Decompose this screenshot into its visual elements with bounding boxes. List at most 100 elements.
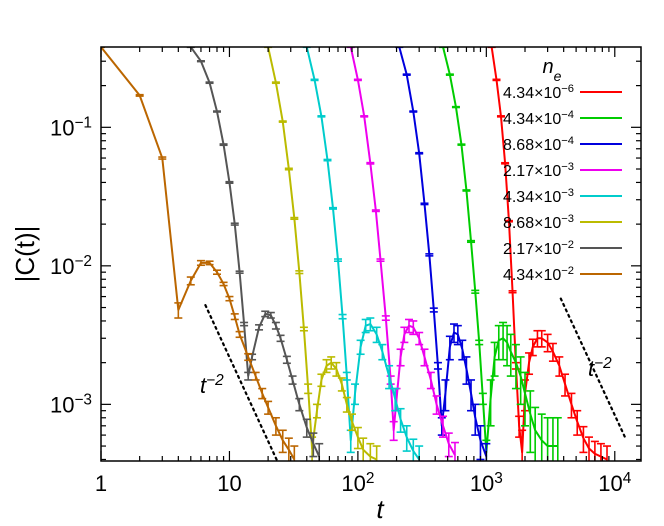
- data-point: [526, 390, 535, 454]
- data-point: [471, 289, 480, 294]
- series-line: [101, 47, 296, 460]
- legend-label: 4.34×10−3: [503, 187, 574, 206]
- data-point: [356, 339, 365, 356]
- legend-label: 4.34×10−6: [503, 83, 574, 102]
- series-0: [487, 47, 612, 461]
- data-point: [501, 161, 510, 165]
- series-2: [395, 47, 491, 461]
- legend-label-exp: −3: [561, 161, 574, 173]
- data-point: [420, 348, 429, 367]
- annotation-t-minus-2-base: t: [200, 373, 207, 398]
- data-point: [445, 335, 454, 361]
- legend: ne4.34×10−64.34×10−48.68×10−42.17×10−34.…: [503, 56, 622, 284]
- data-point: [492, 78, 501, 82]
- series-1: [439, 47, 562, 461]
- data-point: [409, 438, 418, 461]
- data-point: [212, 110, 221, 113]
- legend-label-base: 2.17×10: [503, 163, 561, 180]
- x-tick-label-exp: 2: [366, 470, 375, 487]
- legend-title-base: n: [543, 56, 554, 78]
- data-point: [290, 445, 299, 461]
- data-point: [596, 442, 605, 461]
- data-point: [282, 355, 291, 365]
- data-point: [376, 258, 385, 263]
- data-point: [590, 440, 599, 461]
- data-point: [317, 115, 326, 118]
- legend-label-base: 2.17×10: [503, 241, 561, 258]
- data-point: [309, 432, 318, 458]
- data-point: [266, 311, 275, 319]
- data-point: [261, 310, 270, 318]
- data-point: [400, 326, 409, 344]
- data-point: [255, 324, 264, 331]
- legend-label: 4.34×10−4: [503, 109, 574, 128]
- data-point: [420, 202, 429, 206]
- data-point: [135, 93, 144, 97]
- data-point: [490, 341, 499, 377]
- data-point: [219, 281, 228, 287]
- data-point: [457, 143, 466, 146]
- data-point: [451, 105, 460, 109]
- data-point: [342, 396, 351, 413]
- data-point: [353, 78, 362, 82]
- annotation-t-minus-2-exp: −2: [594, 355, 612, 372]
- data-point: [462, 189, 471, 192]
- data-point: [391, 387, 400, 412]
- series-3: [346, 47, 459, 461]
- data-point: [553, 416, 562, 461]
- data-point: [444, 432, 453, 458]
- data-point: [284, 167, 293, 171]
- data-point: [342, 371, 351, 381]
- data-point: [409, 320, 418, 336]
- x-tick-label-base: 10: [217, 471, 241, 496]
- y-tick-label-exp: −3: [74, 391, 92, 408]
- series-6: [186, 47, 324, 461]
- reference-line-t-minus-2: [559, 297, 627, 439]
- x-tick-label-base: 10: [341, 471, 365, 496]
- data-point: [304, 383, 313, 395]
- data-point: [415, 151, 424, 155]
- data-point: [158, 156, 167, 160]
- data-point: [389, 420, 398, 442]
- data-point: [603, 445, 612, 461]
- legend-label-base: 8.68×10: [503, 215, 561, 232]
- legend-label-exp: −4: [561, 109, 574, 121]
- data-point: [348, 413, 357, 432]
- annotations: t−2 t−2: [200, 355, 612, 399]
- y-tick-label-base: 10: [50, 254, 74, 279]
- data-point: [378, 343, 387, 361]
- data-point: [504, 219, 513, 223]
- legend-entry: 2.17×10−2: [503, 239, 622, 258]
- y-tick-label: 10−1: [50, 114, 92, 141]
- series-line: [398, 47, 488, 457]
- y-tick-label-exp: −1: [74, 114, 92, 131]
- data-point: [278, 120, 287, 123]
- legend-label-exp: −3: [561, 187, 574, 199]
- legend-label-exp: −3: [561, 213, 574, 225]
- data-point: [573, 409, 582, 436]
- data-point: [361, 318, 370, 334]
- legend-label-exp: −6: [561, 83, 574, 95]
- data-point: [441, 379, 450, 412]
- data-point: [537, 413, 546, 461]
- legend-entry: 4.34×10−2: [503, 265, 622, 284]
- data-point: [567, 392, 576, 419]
- y-tick-label: 10−3: [50, 391, 92, 418]
- data-point: [499, 321, 508, 361]
- data-point: [432, 395, 441, 415]
- x-tick-label-base: 1: [95, 471, 107, 496]
- data-point: [299, 326, 308, 332]
- data-point: [366, 161, 375, 165]
- data-point: [450, 441, 459, 461]
- data-point: [449, 323, 458, 344]
- data-point: [284, 437, 293, 461]
- data-point: [205, 81, 214, 85]
- data-point: [415, 331, 424, 346]
- data-point: [528, 338, 537, 357]
- data-point: [288, 375, 297, 385]
- data-point: [276, 334, 285, 343]
- data-point: [244, 371, 253, 381]
- data-point: [302, 418, 311, 438]
- data-point: [372, 326, 381, 344]
